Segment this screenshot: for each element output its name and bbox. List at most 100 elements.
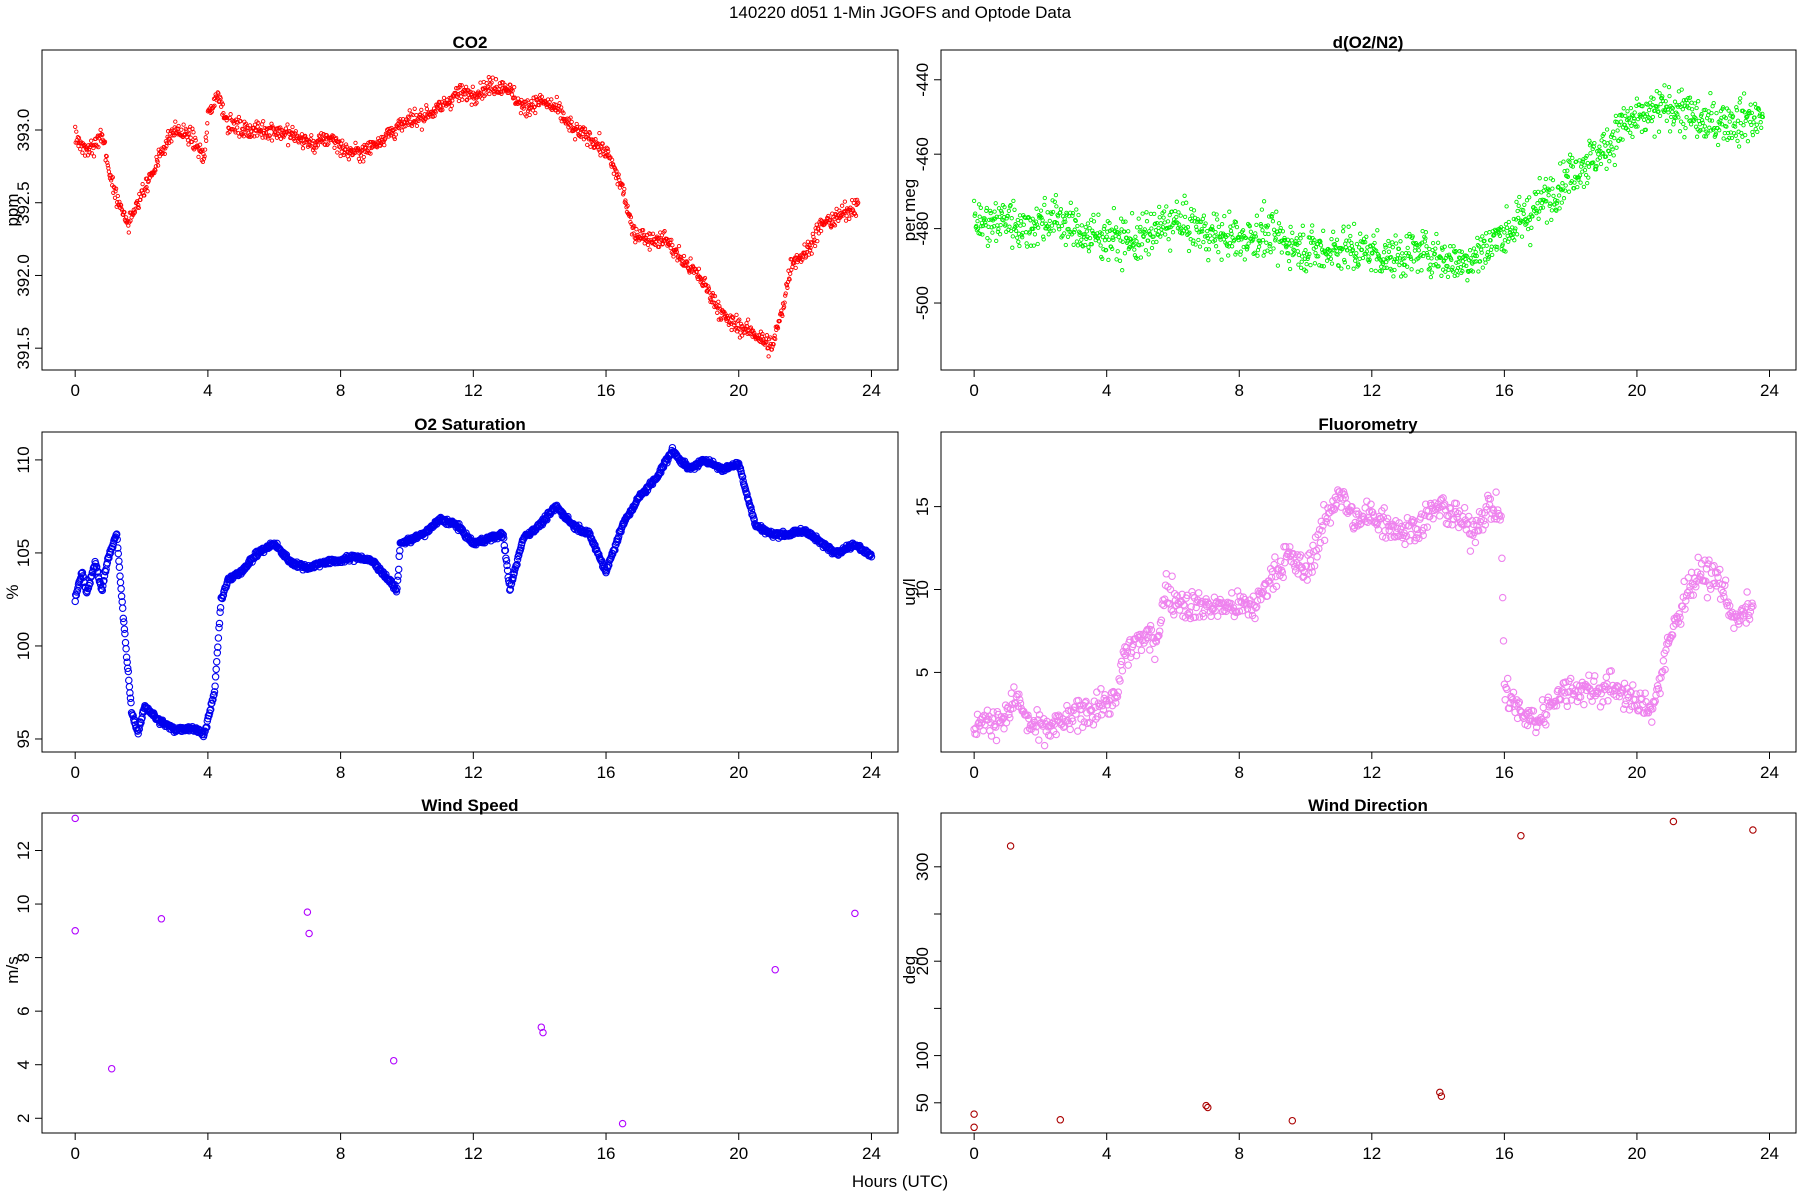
do2n2-data-point — [1205, 235, 1210, 241]
co2-data-point — [812, 243, 818, 249]
do2n2-data-point — [1560, 181, 1565, 186]
do2n2-data-point — [988, 208, 993, 214]
co2-data-point — [616, 172, 621, 177]
co2-data-point — [472, 91, 478, 97]
do2n2-data-point — [1685, 100, 1690, 106]
do2n2-data-point — [980, 223, 986, 229]
do2n2-data-point — [1472, 253, 1478, 259]
do2n2-data-point — [1216, 224, 1221, 230]
do2n2-data-point — [1634, 96, 1640, 101]
do2n2-data-point — [1101, 226, 1107, 232]
do2n2-data-point — [1143, 248, 1149, 253]
co2-data-point — [204, 138, 209, 143]
o2sat-x-tick-label: 24 — [862, 763, 881, 782]
do2n2-data-point — [1168, 248, 1173, 253]
do2n2-data-point — [1658, 101, 1663, 107]
do2n2-data-point — [1689, 100, 1694, 105]
fluor-data-point — [1281, 558, 1289, 567]
do2n2-data-point — [1050, 209, 1056, 215]
co2-data-point — [174, 126, 179, 131]
co2-data-point — [173, 119, 178, 124]
co2-data-point — [620, 182, 625, 187]
do2n2-data-point — [1445, 264, 1450, 269]
co2-data-point — [141, 190, 146, 196]
do2n2-data-point — [1102, 224, 1107, 229]
do2n2-data-point — [1238, 249, 1244, 254]
do2n2-data-point — [1758, 120, 1763, 125]
do2n2-data-point — [1655, 109, 1661, 115]
do2n2-data-point — [1182, 193, 1187, 198]
co2-data-point — [489, 80, 494, 85]
do2n2-data-point — [1432, 251, 1437, 256]
do2n2-data-point — [1252, 250, 1257, 255]
do2n2-data-point — [1079, 237, 1084, 242]
do2n2-data-point — [1215, 234, 1220, 239]
do2n2-data-point — [1382, 265, 1387, 270]
co2-data-point — [805, 239, 811, 244]
do2n2-data-point — [978, 231, 983, 237]
do2n2-data-point — [1585, 180, 1590, 186]
do2n2-data-point — [1349, 243, 1355, 249]
do2n2-data-point — [1680, 107, 1685, 112]
do2n2-data-point — [1451, 244, 1456, 249]
do2n2-data-point — [1470, 269, 1476, 274]
co2-data-point — [622, 186, 627, 192]
co2-data-point — [650, 231, 656, 236]
co2-data-point — [760, 331, 765, 337]
do2n2-data-point — [1524, 198, 1530, 203]
co2-data-point — [397, 126, 402, 131]
do2n2-data-point — [1607, 159, 1612, 164]
co2-x-tick-label: 12 — [464, 381, 483, 400]
do2n2-data-point — [1388, 254, 1394, 260]
do2n2-data-point — [1247, 224, 1252, 229]
fluor-data-point — [1118, 666, 1127, 675]
co2-data-point — [676, 243, 682, 249]
do2n2-data-point — [1465, 278, 1470, 283]
do2n2-data-point — [1221, 237, 1226, 242]
do2n2-data-point — [1604, 166, 1609, 171]
do2n2-data-point — [1503, 249, 1508, 254]
do2n2-data-point — [1678, 104, 1683, 109]
do2n2-data-point — [1450, 269, 1456, 274]
do2n2-data-point — [1546, 193, 1551, 198]
do2n2-data-point — [1622, 122, 1627, 128]
do2n2-data-point — [1497, 233, 1503, 238]
co2-data-point — [609, 157, 615, 163]
co2-data-point — [236, 114, 242, 120]
fluor-data-point — [1116, 677, 1124, 685]
fluor-y-tick-label: 15 — [913, 497, 932, 516]
co2-plot-frame — [41, 49, 899, 371]
do2n2-data-point — [1715, 142, 1721, 148]
do2n2-data-point — [1200, 229, 1205, 234]
fluor-data-point — [1035, 736, 1043, 744]
co2-data-point — [136, 205, 141, 211]
do2n2-data-point — [1054, 204, 1059, 209]
co2-data-point — [441, 95, 447, 101]
do2n2-data-point — [1278, 225, 1283, 231]
do2n2-data-point — [1087, 225, 1092, 231]
do2n2-data-point — [1096, 239, 1102, 244]
do2n2-data-point — [1347, 238, 1352, 243]
co2-data-point — [162, 145, 167, 150]
do2n2-data-point — [1345, 265, 1351, 270]
do2n2-data-point — [1739, 130, 1744, 136]
do2n2-data-point — [1738, 96, 1743, 101]
do2n2-data-point — [1054, 220, 1060, 226]
do2n2-data-point — [1608, 140, 1613, 145]
do2n2-data-point — [1584, 153, 1589, 159]
co2-data-point — [782, 300, 787, 305]
do2n2-data-point — [1274, 209, 1279, 214]
co2-data-point — [201, 156, 207, 161]
do2n2-data-point — [1351, 266, 1356, 271]
do2n2-data-point — [1759, 125, 1764, 130]
do2n2-data-point — [1697, 129, 1702, 134]
co2-data-point — [100, 132, 105, 138]
do2n2-data-point — [1654, 88, 1659, 94]
co2-data-point — [633, 240, 638, 245]
do2n2-data-point — [1303, 248, 1308, 253]
do2n2-data-point — [985, 243, 991, 249]
do2n2-data-point — [1688, 122, 1694, 127]
do2n2-data-point — [1053, 192, 1059, 198]
do2n2-data-point — [1049, 223, 1055, 228]
do2n2-data-point — [1003, 222, 1008, 227]
